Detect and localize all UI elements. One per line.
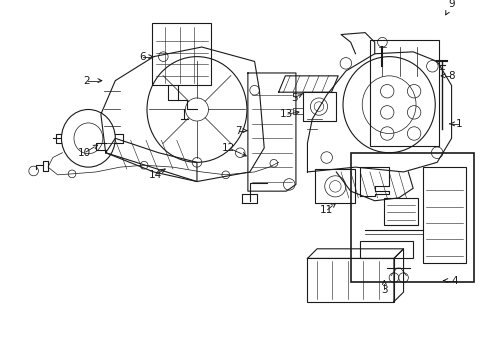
Text: 14: 14	[149, 170, 162, 180]
Text: 5: 5	[291, 93, 297, 103]
Text: 7: 7	[235, 126, 242, 136]
Text: 11: 11	[320, 205, 333, 215]
Bar	[307, 258, 394, 302]
Text: 1: 1	[456, 119, 463, 129]
Bar	[360, 241, 413, 258]
Bar	[315, 169, 356, 203]
Bar	[351, 153, 474, 283]
Bar	[423, 167, 466, 263]
Text: 2: 2	[83, 76, 90, 86]
Text: 8: 8	[448, 71, 455, 81]
Text: 10: 10	[78, 148, 91, 158]
Text: 12: 12	[222, 143, 235, 153]
Bar	[384, 198, 418, 225]
Text: 9: 9	[448, 0, 455, 9]
Bar	[370, 40, 439, 146]
Text: 6: 6	[139, 51, 146, 62]
Bar	[152, 23, 211, 85]
Text: 13: 13	[280, 109, 293, 119]
Bar	[303, 92, 336, 121]
Text: 4: 4	[451, 275, 458, 285]
Text: 3: 3	[381, 285, 388, 295]
